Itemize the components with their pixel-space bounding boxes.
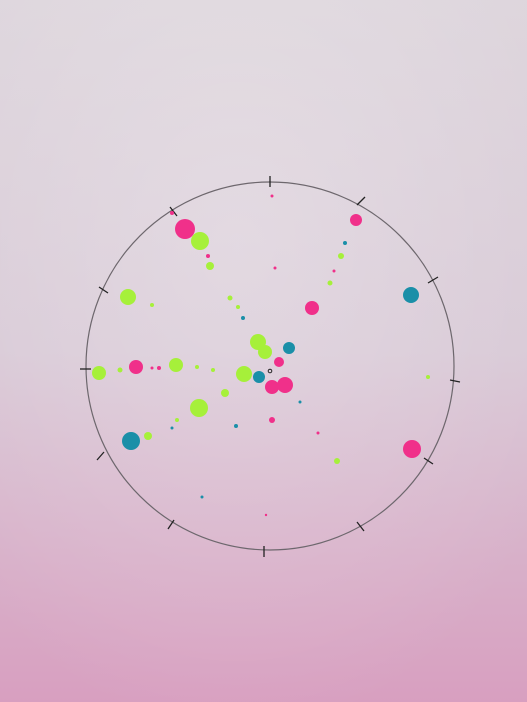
lime-dots	[92, 232, 430, 464]
center-mark	[267, 368, 273, 374]
teal-dots	[122, 241, 419, 499]
pink-dots	[129, 194, 421, 517]
circle-ticks	[80, 176, 461, 557]
